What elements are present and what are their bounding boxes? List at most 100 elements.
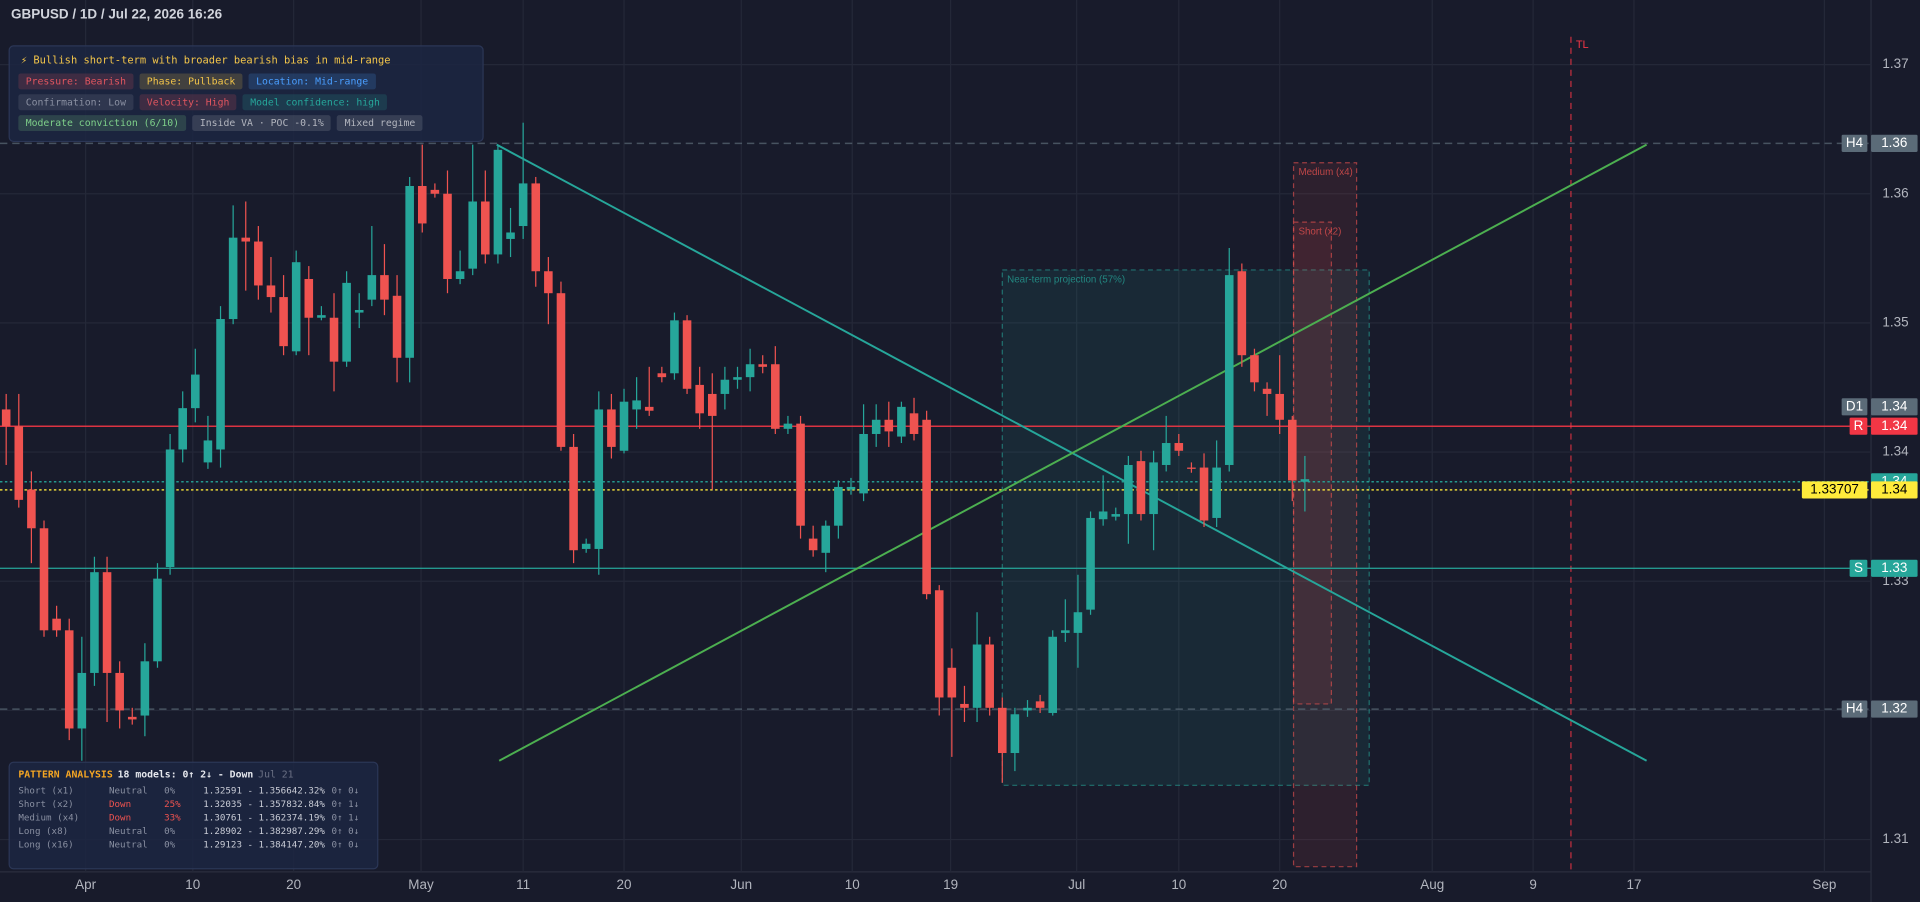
candle bbox=[960, 685, 969, 723]
candle-body bbox=[127, 716, 137, 720]
candle-body bbox=[228, 237, 238, 320]
candle bbox=[228, 205, 238, 325]
candle bbox=[254, 226, 263, 300]
candle-body bbox=[354, 309, 364, 313]
projection-box bbox=[1001, 269, 1370, 786]
candle-body bbox=[506, 232, 515, 239]
candle bbox=[417, 144, 427, 233]
candle bbox=[27, 471, 36, 564]
candle-body bbox=[884, 419, 894, 432]
candle-body bbox=[922, 419, 931, 595]
candle bbox=[1275, 355, 1284, 434]
candle-body bbox=[846, 486, 856, 490]
pattern-cell: 0% bbox=[164, 825, 176, 837]
candle-body bbox=[569, 446, 578, 551]
candle-body bbox=[102, 572, 112, 673]
candle bbox=[506, 207, 515, 258]
candle bbox=[1098, 475, 1108, 526]
chip: Inside VA · POC -0.1% bbox=[192, 115, 332, 132]
box-label: Near-term projection (57%) bbox=[1007, 274, 1125, 285]
candle-body bbox=[1149, 462, 1158, 515]
pattern-cell: 7.29% bbox=[297, 825, 325, 837]
candle-body bbox=[670, 320, 679, 374]
level-price-box bbox=[1871, 481, 1918, 499]
candle bbox=[1048, 630, 1058, 716]
candle bbox=[556, 281, 566, 451]
candle bbox=[758, 355, 767, 374]
pattern-header: PATTERN ANALYSIS 18 models: 0↑ 2↓ - Down J… bbox=[18, 769, 368, 780]
candle-body bbox=[531, 183, 541, 272]
pattern-row: Medium (x4) Down 33% 1.30761 - 1.36237 4.19%… bbox=[18, 812, 368, 825]
chip: Location: Mid-range bbox=[248, 73, 376, 90]
level-price-box bbox=[1871, 700, 1918, 718]
candle bbox=[329, 293, 339, 392]
candle-body bbox=[556, 293, 566, 447]
candle bbox=[947, 648, 957, 757]
x-tick-label: 10 bbox=[185, 877, 200, 892]
candle-body bbox=[64, 630, 74, 729]
candle bbox=[1124, 455, 1133, 544]
pattern-cell: 7.20% bbox=[297, 838, 325, 850]
y-tick-label: 1.34 bbox=[1882, 444, 1909, 459]
pattern-cell: 1.28902 - 1.38298 bbox=[203, 825, 298, 837]
candle-body bbox=[632, 400, 641, 410]
insight-panel: ⚡ Bullish short-term with broader bearis… bbox=[8, 45, 484, 143]
box-label: Short (x2) bbox=[1298, 227, 1341, 238]
candle-body bbox=[745, 364, 755, 378]
candle-body bbox=[392, 295, 402, 358]
candle-body bbox=[657, 373, 667, 378]
candle-body bbox=[266, 285, 276, 298]
x-tick-label: 20 bbox=[286, 877, 301, 892]
candle-body bbox=[317, 315, 326, 318]
candle bbox=[115, 661, 124, 729]
candle bbox=[1300, 455, 1310, 512]
x-tick-label: 20 bbox=[617, 877, 632, 892]
pattern-cell: 2.32% bbox=[297, 784, 325, 796]
candle bbox=[745, 348, 755, 392]
candle bbox=[897, 401, 906, 444]
candle bbox=[39, 520, 49, 637]
candle-body bbox=[934, 590, 944, 698]
candle-body bbox=[1, 409, 11, 427]
candle-body bbox=[972, 644, 982, 708]
candle bbox=[405, 176, 414, 383]
candle bbox=[266, 257, 276, 313]
chip: Pressure: Bearish bbox=[18, 73, 134, 90]
candle bbox=[871, 404, 881, 447]
level-price-box bbox=[1871, 398, 1918, 416]
candle-body bbox=[455, 271, 465, 279]
candle-body bbox=[1061, 630, 1070, 633]
candle-body bbox=[1035, 701, 1045, 708]
pattern-cell: 1.29123 - 1.38414 bbox=[203, 838, 298, 850]
y-tick-label: 1.37 bbox=[1882, 56, 1908, 71]
pattern-cell: 0↑ 1↓ bbox=[331, 811, 360, 823]
pattern-summary: 18 models: 0↑ 2↓ - Down bbox=[117, 768, 254, 781]
level-price-box bbox=[1871, 559, 1918, 577]
candle bbox=[481, 170, 490, 264]
chart-header: GBPUSD / 1D / Jul 22, 2026 16:26 bbox=[11, 7, 223, 23]
candle-body bbox=[178, 408, 187, 450]
candle bbox=[367, 226, 377, 307]
y-tick-label: 1.36 bbox=[1882, 185, 1908, 200]
candle-body bbox=[443, 193, 452, 279]
chip-list: Pressure: Bearish Phase: Pullback Location… bbox=[18, 73, 474, 132]
pattern-cell: 1.32035 - 1.35783 bbox=[203, 798, 298, 810]
candle bbox=[682, 315, 692, 394]
candle-body bbox=[165, 449, 175, 568]
candle bbox=[771, 346, 780, 434]
candle bbox=[544, 257, 553, 325]
candle-body bbox=[544, 271, 553, 294]
candle-body bbox=[518, 183, 528, 227]
candle-body bbox=[947, 667, 957, 698]
candle bbox=[1288, 415, 1297, 502]
candle bbox=[607, 393, 616, 459]
candle bbox=[834, 480, 843, 539]
candle-body bbox=[417, 185, 427, 224]
candle-body bbox=[1250, 355, 1259, 383]
candle bbox=[64, 618, 74, 741]
candle bbox=[657, 366, 667, 383]
